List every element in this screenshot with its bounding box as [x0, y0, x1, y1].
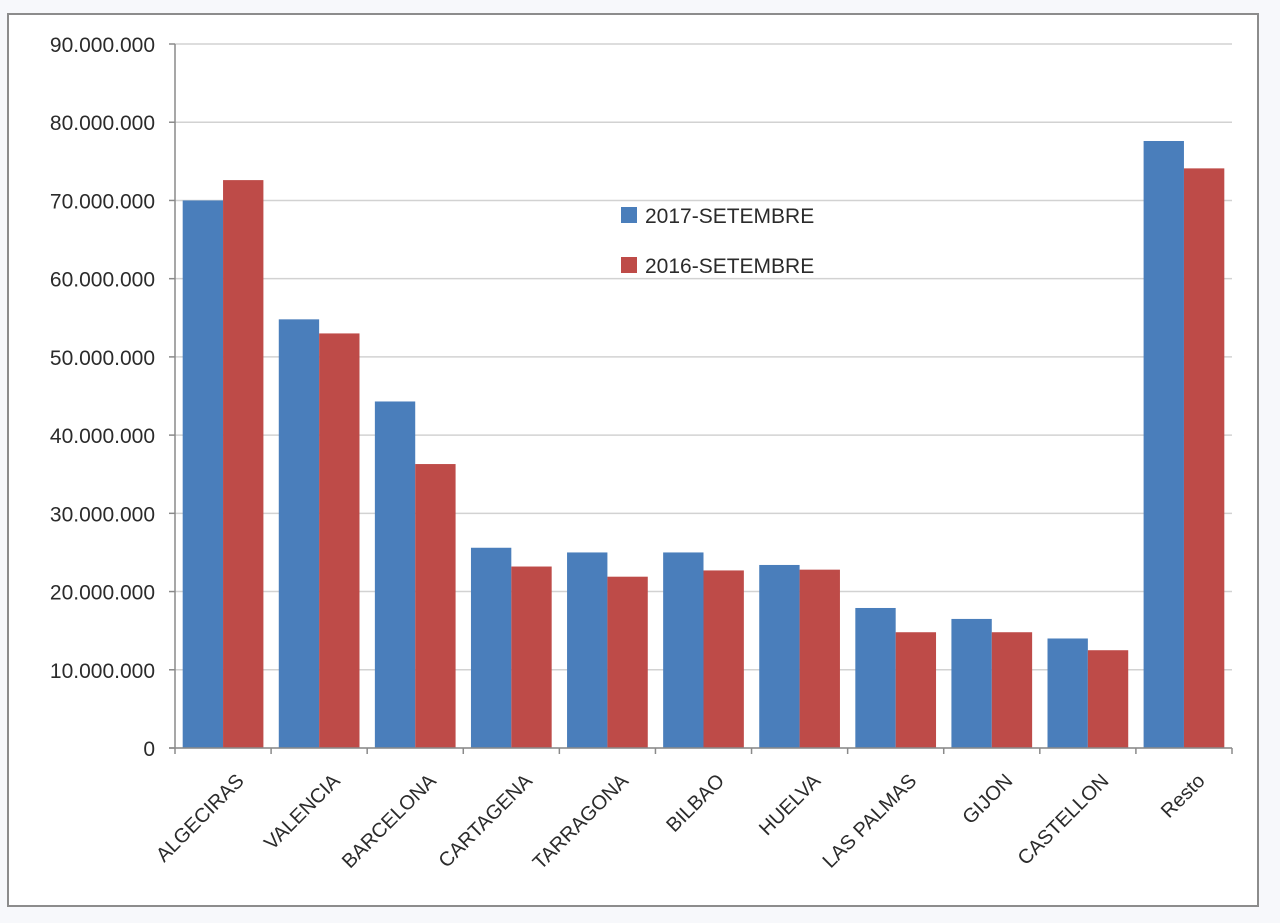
bar-bilbao-2016-setembre — [703, 570, 744, 748]
bar-barcelona-2017-setembre — [374, 401, 416, 748]
legend-label: 2017-SETEMBRE — [645, 205, 814, 228]
y-tick-label: 70.000.000 — [50, 190, 155, 213]
y-tick-label: 40.000.000 — [50, 425, 155, 448]
bar-valencia-2016-setembre — [319, 333, 360, 748]
bar-tarragona-2017-setembre — [567, 552, 608, 748]
bar-cartagena-2017-setembre — [470, 547, 512, 748]
bar-gijon-2017-setembre — [951, 618, 992, 748]
bar-gijon-2016-setembre — [991, 632, 1033, 748]
bar-algeciras-2017-setembre — [182, 200, 224, 748]
legend: 2017-SETEMBRE 2016-SETEMBRE — [621, 205, 814, 278]
legend-swatch — [621, 257, 637, 273]
y-tick-label: 0 — [143, 738, 155, 761]
legend-swatch — [621, 207, 637, 223]
bar-resto-2016-setembre — [1183, 168, 1225, 748]
bar-huelva-2016-setembre — [799, 569, 840, 748]
bar-resto-2017-setembre — [1143, 140, 1184, 749]
bar-las-palmas-2017-setembre — [855, 607, 896, 748]
y-tick-label: 50.000.000 — [50, 347, 155, 370]
bar-castellon-2017-setembre — [1047, 638, 1088, 748]
y-tick-label: 10.000.000 — [50, 660, 155, 683]
legend-label: 2016-SETEMBRE — [645, 255, 814, 278]
bar-tarragona-2016-setembre — [607, 576, 648, 748]
bar-las-palmas-2016-setembre — [895, 632, 937, 748]
y-tick-label: 30.000.000 — [50, 503, 155, 526]
bar-barcelona-2016-setembre — [415, 464, 456, 748]
y-tick-label: 60.000.000 — [50, 269, 155, 292]
y-tick-label: 20.000.000 — [50, 582, 155, 605]
y-tick-label: 90.000.000 — [50, 34, 155, 57]
y-tick-label: 80.000.000 — [50, 112, 155, 135]
bar-valencia-2017-setembre — [278, 319, 320, 748]
bars — [182, 140, 1225, 749]
y-axis: 0 10.000.000 20.000.000 30.000.000 40.000.00… — [50, 34, 176, 761]
bar-cartagena-2016-setembre — [511, 566, 552, 748]
bar-bilbao-2017-setembre — [663, 552, 704, 748]
bar-algeciras-2016-setembre — [223, 180, 264, 748]
bar-castellon-2016-setembre — [1087, 650, 1129, 748]
bar-huelva-2017-setembre — [759, 564, 800, 748]
